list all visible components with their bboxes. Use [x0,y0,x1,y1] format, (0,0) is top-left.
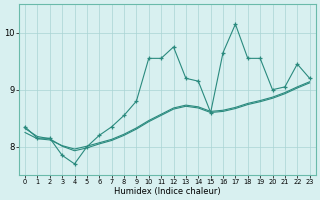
X-axis label: Humidex (Indice chaleur): Humidex (Indice chaleur) [114,187,221,196]
